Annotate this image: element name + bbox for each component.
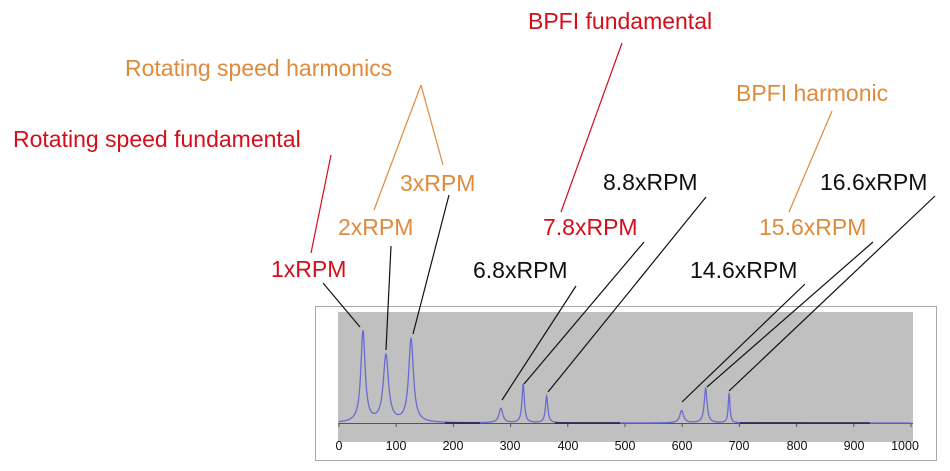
- plot-area: [338, 312, 913, 442]
- leader-8-8x: [547, 196, 707, 393]
- x-tick-label: 300: [499, 439, 521, 453]
- x-tick-label: 1000: [891, 439, 919, 453]
- x-tick-label: 900: [843, 439, 865, 453]
- leader-rot-harm-right: [420, 84, 444, 166]
- annotation-rotating-speed-fundamental: Rotating speed fundamental: [13, 126, 301, 152]
- leader-15-6x: [706, 241, 874, 388]
- peak-label-7-8x: 7.8xRPM: [543, 214, 638, 240]
- x-tick-label: 100: [385, 439, 407, 453]
- leader-rot-fund: [310, 154, 332, 254]
- leader-rot-harm-left: [373, 84, 422, 211]
- peak-label-1x: 1xRPM: [271, 256, 347, 282]
- leader-3x: [412, 194, 450, 335]
- peak-label-3x: 3xRPM: [400, 170, 476, 196]
- peak-label-16-6x: 16.6xRPM: [820, 169, 928, 195]
- leader-16-6x: [728, 195, 936, 392]
- annotation-bpfi-fundamental: BPFI fundamental: [528, 8, 713, 34]
- x-tick-label: 200: [442, 439, 464, 453]
- x-tick-label: 0: [335, 439, 343, 453]
- x-tick-label: 700: [728, 439, 750, 453]
- leader-bpfi-harm: [788, 110, 833, 213]
- leader-1x: [322, 282, 361, 328]
- peak-label-14-6x: 14.6xRPM: [690, 257, 798, 283]
- peak-label-15-6x: 15.6xRPM: [759, 214, 867, 240]
- x-tick-label: 500: [614, 439, 636, 453]
- x-tick-label: 400: [557, 439, 579, 453]
- peak-label-2x: 2xRPM: [338, 214, 414, 240]
- peak-label-8-8x: 8.8xRPM: [603, 169, 698, 195]
- leader-14-6x: [681, 283, 806, 403]
- leader-7-8x: [523, 241, 645, 385]
- annotation-bpfi-harmonic: BPFI harmonic: [736, 80, 889, 106]
- leader-6-8x: [501, 285, 577, 401]
- peak-label-6-8x: 6.8xRPM: [473, 257, 568, 283]
- annotation-rotating-speed-harmonics: Rotating speed harmonics: [125, 55, 393, 81]
- x-tick-label: 800: [786, 439, 808, 453]
- leader-bpfi-fund: [560, 42, 623, 213]
- leader-2x: [385, 245, 392, 351]
- x-tick-label: 600: [671, 439, 693, 453]
